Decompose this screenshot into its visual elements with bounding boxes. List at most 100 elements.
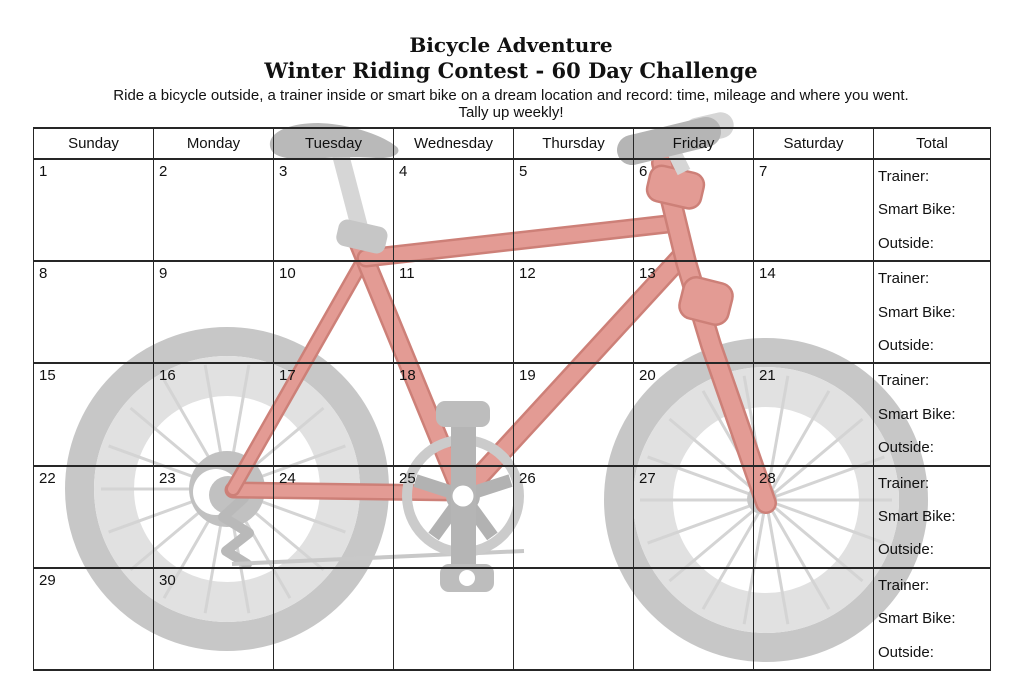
- smart-bike-label: Smart Bike:: [878, 610, 956, 628]
- day-number: 27: [639, 469, 656, 487]
- calendar-cell: 24: [273, 464, 394, 569]
- day-number: 21: [759, 367, 776, 385]
- day-number: [514, 569, 633, 572]
- day-header-monday: Monday: [153, 127, 274, 160]
- trainer-label: Trainer:: [878, 474, 930, 492]
- weekly-total-cell: Trainer: Smart Bike: Outside:: [873, 260, 991, 365]
- day-number: 26: [519, 469, 536, 487]
- day-header-sunday: Sunday: [33, 127, 154, 160]
- day-number: [394, 569, 513, 572]
- calendar-cell: 26: [513, 464, 634, 569]
- calendar-cell: 21: [753, 362, 874, 467]
- week-row-1: 1 2 3 4 5 6 7 Trainer: Smart Bike: Outsi…: [33, 157, 991, 263]
- calendar-cell: 11: [393, 260, 514, 365]
- calendar-cell: 8: [33, 260, 154, 365]
- day-number: 7: [759, 163, 768, 180]
- day-number: 19: [519, 367, 536, 385]
- smart-bike-label: Smart Bike:: [878, 201, 956, 219]
- trainer-label: Trainer:: [878, 270, 930, 288]
- calendar-cell: 3: [273, 157, 394, 263]
- day-number: 25: [399, 469, 416, 487]
- calendar-cell: 30: [153, 566, 274, 672]
- day-number: [274, 569, 393, 572]
- outside-label: Outside:: [878, 541, 934, 559]
- outside-label: Outside:: [878, 439, 934, 457]
- calendar-cell: 27: [633, 464, 754, 569]
- outside-label: Outside:: [878, 337, 934, 355]
- calendar-cell: 15: [33, 362, 154, 467]
- day-number: 3: [279, 163, 288, 180]
- day-number: 13: [639, 265, 656, 283]
- instructions-line-2: Tally up weekly!: [458, 104, 564, 121]
- day-number: 8: [39, 265, 48, 283]
- calendar-cell: 22: [33, 464, 154, 569]
- day-header-saturday: Saturday: [753, 127, 874, 160]
- calendar-cell: 17: [273, 362, 394, 467]
- calendar-cell: 20: [633, 362, 754, 467]
- week-row-4: 22 23 24 25 26 27 28 Trainer: Smart Bike…: [33, 464, 991, 569]
- smart-bike-label: Smart Bike:: [878, 303, 956, 321]
- calendar-cell: 25: [393, 464, 514, 569]
- day-number: 30: [159, 571, 176, 589]
- day-number: 24: [279, 469, 296, 487]
- day-number: 16: [159, 367, 176, 385]
- calendar-cell: 6: [633, 157, 754, 263]
- calendar-cell: 12: [513, 260, 634, 365]
- day-header-wednesday: Wednesday: [393, 127, 514, 160]
- trainer-label: Trainer:: [878, 372, 930, 390]
- calendar-cell: 19: [513, 362, 634, 467]
- weekly-total-cell: Trainer: Smart Bike: Outside:: [873, 157, 991, 263]
- day-number: 10: [279, 265, 296, 283]
- calendar-cell: 5: [513, 157, 634, 263]
- calendar-cell: [273, 566, 394, 672]
- page-subtitle: Winter Riding Contest - 60 Day Challenge: [264, 58, 758, 83]
- weekly-total-cell: Trainer: Smart Bike: Outside:: [873, 566, 991, 672]
- day-number: 17: [279, 367, 296, 385]
- total-header: Total: [873, 127, 991, 160]
- day-number: 15: [39, 367, 56, 385]
- calendar-cell: 9: [153, 260, 274, 365]
- trainer-label: Trainer:: [878, 576, 930, 594]
- day-number: 14: [759, 265, 776, 283]
- calendar-cell: [753, 566, 874, 672]
- calendar-cell: 18: [393, 362, 514, 467]
- outside-label: Outside:: [878, 643, 934, 661]
- day-number: 9: [159, 265, 168, 283]
- day-number: 12: [519, 265, 536, 283]
- riding-calendar-table: Sunday Monday Tuesday Wednesday Thursday…: [33, 127, 991, 672]
- day-number: 22: [39, 469, 56, 487]
- day-header-thursday: Thursday: [513, 127, 634, 160]
- week-row-5: 29 30 Trainer: Smart Bike: Outside:: [33, 566, 991, 672]
- calendar-cell: [633, 566, 754, 672]
- smart-bike-label: Smart Bike:: [878, 405, 956, 423]
- trainer-label: Trainer:: [878, 168, 930, 185]
- weekly-total-cell: Trainer: Smart Bike: Outside:: [873, 464, 991, 569]
- calendar-cell: [393, 566, 514, 672]
- calendar-cell: 2: [153, 157, 274, 263]
- calendar-cell: 13: [633, 260, 754, 365]
- day-number: 23: [159, 469, 176, 487]
- smart-bike-label: Smart Bike:: [878, 508, 956, 526]
- day-number: 29: [39, 571, 56, 589]
- calendar-header-row: Sunday Monday Tuesday Wednesday Thursday…: [33, 127, 991, 160]
- day-number: 18: [399, 367, 416, 385]
- day-number: [754, 569, 873, 572]
- day-number: 2: [159, 163, 168, 180]
- calendar-cell: 16: [153, 362, 274, 467]
- day-number: [634, 569, 753, 572]
- day-number: 28: [759, 469, 776, 487]
- day-number: 6: [639, 163, 648, 180]
- outside-label: Outside:: [878, 234, 934, 252]
- week-row-2: 8 9 10 11 12 13 14 Trainer: Smart Bike: …: [33, 260, 991, 365]
- calendar-cell: 14: [753, 260, 874, 365]
- instructions-line-1: Ride a bicycle outside, a trainer inside…: [113, 87, 909, 104]
- day-number: 1: [39, 163, 48, 180]
- day-header-tuesday: Tuesday: [273, 127, 394, 160]
- day-number: 11: [399, 265, 415, 283]
- calendar-cell: 23: [153, 464, 274, 569]
- calendar-cell: 29: [33, 566, 154, 672]
- calendar-cell: 10: [273, 260, 394, 365]
- week-row-3: 15 16 17 18 19 20 21 Trainer: Smart Bike…: [33, 362, 991, 467]
- calendar-cell: 1: [33, 157, 154, 263]
